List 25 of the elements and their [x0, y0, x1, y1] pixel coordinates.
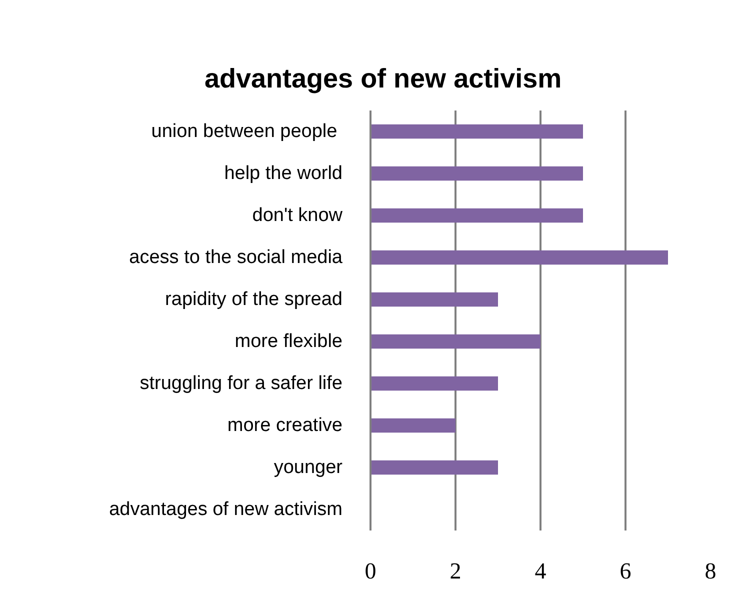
- y-tick-label: help the world: [224, 163, 342, 184]
- x-tick-label: 0: [364, 558, 376, 584]
- bar: [370, 124, 583, 139]
- y-tick-label: more flexible: [234, 331, 343, 352]
- bar: [370, 250, 668, 265]
- x-tick-label: 4: [534, 558, 547, 584]
- bar: [370, 166, 583, 181]
- y-tick-label: rapidity of the spread: [165, 289, 343, 310]
- y-tick-label: more creative: [227, 415, 343, 436]
- x-tick-label: 6: [620, 558, 632, 584]
- bar: [370, 418, 456, 433]
- x-tick-label: 2: [450, 558, 462, 584]
- chart-title: advantages of new activism: [204, 64, 562, 94]
- y-tick-label: don't know: [252, 205, 343, 226]
- bar: [370, 292, 498, 307]
- y-tick-label: union between people: [151, 121, 338, 142]
- y-tick-label: younger: [274, 457, 344, 478]
- y-tick-label: struggling for a safer life: [140, 373, 342, 394]
- x-tick-label: 8: [704, 558, 716, 584]
- bar: [370, 334, 540, 349]
- bar: [370, 376, 498, 391]
- bar: [370, 208, 583, 223]
- bar: [370, 460, 498, 475]
- y-tick-label: acess to the social media: [129, 247, 343, 268]
- y-tick-label: advantages of new activism: [109, 499, 343, 520]
